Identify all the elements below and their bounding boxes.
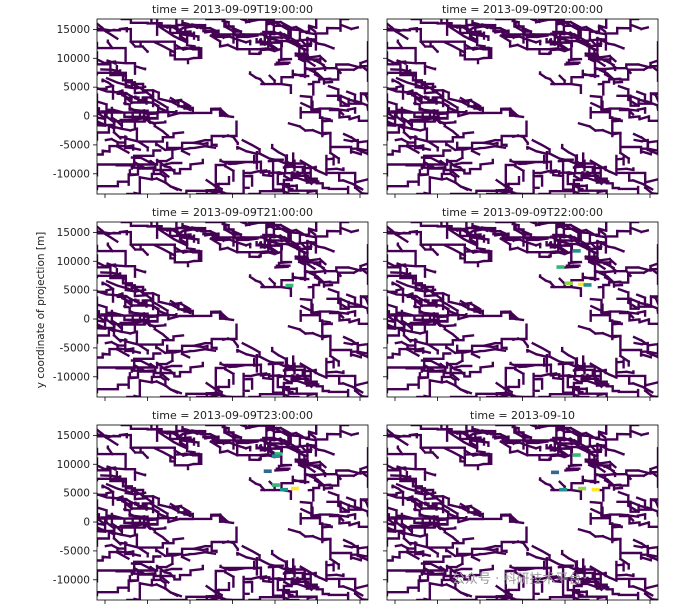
river-network — [387, 222, 658, 397]
flow-highlight — [559, 487, 568, 492]
river-path — [97, 19, 368, 194]
flow-highlight — [271, 454, 280, 458]
flow-highlight — [572, 453, 581, 457]
panel-5: time = 2013-09-09T23:00:00 15000 10000 5000… — [53, 409, 369, 604]
panel-title: time = 2013-09-09T22:00:00 — [442, 206, 603, 219]
flow-highlight — [591, 487, 600, 492]
y-tick-label: 15000 — [57, 24, 90, 36]
flow-highlight — [578, 486, 587, 491]
flow-highlight — [279, 487, 288, 492]
y-tick-label: -10000 — [53, 574, 90, 586]
river-network — [97, 19, 368, 194]
panel-title: time = 2013-09-09T20:00:00 — [442, 3, 603, 16]
y-tick-label: 10000 — [57, 256, 90, 268]
y-tick-label: -5000 — [59, 139, 90, 151]
y-tick-label: 5000 — [63, 82, 90, 94]
flow-highlight — [290, 486, 299, 491]
river-network — [97, 425, 368, 600]
panel-6: time = 2013-09-10 — [383, 409, 659, 604]
y-tick-label: 15000 — [57, 430, 90, 442]
y-tick-label: 10000 — [57, 459, 90, 471]
flow-highlight — [564, 281, 573, 286]
y-tick-label: 10000 — [57, 53, 90, 65]
panel-title: time = 2013-09-09T23:00:00 — [152, 409, 313, 422]
river-network — [387, 425, 658, 600]
y-tick-label: 5000 — [63, 285, 90, 297]
flow-highlight — [556, 265, 565, 269]
flow-highlight — [583, 283, 592, 287]
y-tick-label: -5000 — [59, 342, 90, 354]
y-axis-label: y coordinate of projection [m] — [35, 232, 47, 389]
river-path — [97, 425, 368, 600]
river-network — [97, 222, 368, 397]
y-tick-label: 15000 — [57, 227, 90, 239]
flow-highlight — [263, 469, 272, 474]
y-tick-label: 0 — [83, 111, 90, 123]
river-path — [387, 19, 658, 194]
panel-title: time = 2013-09-09T19:00:00 — [152, 3, 313, 16]
river-path — [387, 425, 658, 600]
y-tick-label: 5000 — [63, 488, 90, 500]
panel-4: time = 2013-09-09T22:00:00 — [383, 206, 659, 401]
y-tick-label: 0 — [83, 314, 90, 326]
y-tick-label: 0 — [83, 517, 90, 529]
river-path — [97, 222, 368, 397]
y-tick-label: -10000 — [53, 168, 90, 180]
flow-highlight — [578, 282, 587, 287]
panel-2: time = 2013-09-09T20:00:00 — [383, 3, 659, 198]
y-tick-label: -10000 — [53, 371, 90, 383]
panel-title: time = 2013-09-09T21:00:00 — [152, 206, 313, 219]
river-network — [387, 19, 658, 194]
panel-1: time = 2013-09-09T19:00:00 15000 10000 5000… — [53, 3, 369, 198]
watermark: 公众号 · 科研技术平台 — [452, 572, 582, 587]
panel-3: time = 2013-09-09T21:00:00 15000 10000 5000… — [53, 206, 369, 401]
panel-title: time = 2013-09-10 — [470, 409, 575, 422]
flow-highlight — [285, 283, 294, 288]
y-tick-label: -5000 — [59, 545, 90, 557]
flow-highlight — [274, 452, 283, 456]
flow-highlight — [551, 470, 560, 475]
flow-highlight — [572, 249, 581, 253]
river-path — [387, 222, 658, 397]
flow-highlight — [271, 483, 280, 487]
